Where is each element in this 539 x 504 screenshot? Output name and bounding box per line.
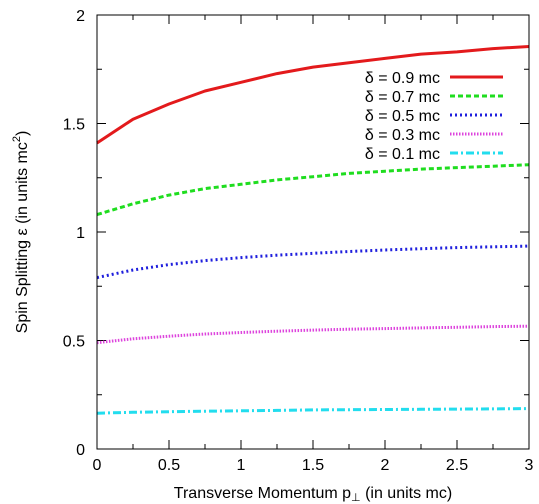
series-line	[96, 407, 530, 415]
x-tick-label: 0	[93, 457, 102, 474]
legend: δ = 0.9 mc δ = 0.7 mc δ = 0.5 mc δ = 0.3 mc…	[365, 70, 503, 163]
x-tick-label: 0.5	[158, 457, 180, 474]
y-tick-labels: 0 0.5 1 1.5 2	[63, 8, 85, 459]
y-tick-label: 0	[76, 442, 85, 459]
legend-label: δ = 0.9 mc	[365, 70, 440, 87]
x-axis-label: Transverse Momentum p⊥ (in units mc)	[174, 485, 452, 504]
x-tick-label: 3	[525, 457, 534, 474]
legend-label: δ = 0.7 mc	[365, 89, 440, 106]
legend-label: δ = 0.1 mc	[365, 146, 440, 163]
y-tick-label: 2	[76, 8, 85, 25]
x-tick-label: 1.5	[302, 457, 324, 474]
series-line	[96, 163, 530, 217]
tick-marks	[96, 14, 530, 450]
y-tick-label: 0.5	[63, 334, 85, 351]
legend-label: δ = 0.3 mc	[365, 127, 440, 144]
plot-series	[96, 45, 530, 415]
x-tick-labels: 0 0.5 1 1.5 2 2.5 3	[93, 457, 534, 474]
x-tick-label: 1	[237, 457, 246, 474]
y-tick-label: 1	[76, 225, 85, 242]
series-line	[96, 244, 530, 280]
plot-frame	[96, 14, 530, 450]
x-tick-label: 2	[381, 457, 390, 474]
x-tick-label: 2.5	[446, 457, 468, 474]
y-tick-label: 1.5	[63, 117, 85, 134]
series-line	[96, 324, 530, 345]
legend-label: δ = 0.5 mc	[365, 108, 440, 125]
series-line	[96, 45, 530, 145]
y-axis-label: Spin Splitting ε (in units mc2)	[11, 131, 31, 334]
